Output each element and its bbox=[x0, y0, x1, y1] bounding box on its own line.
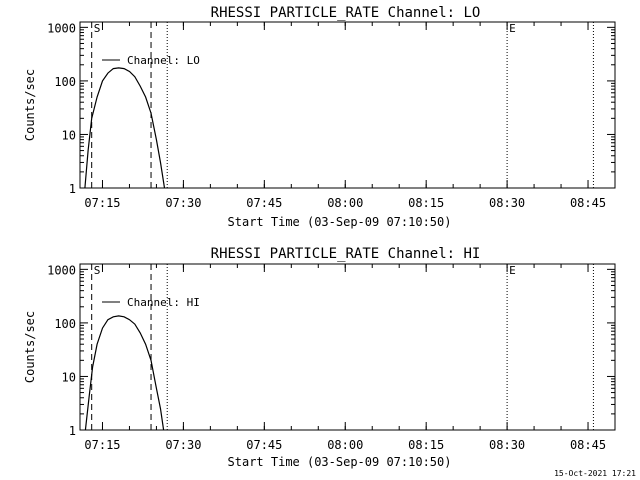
y-tick-label: 100 bbox=[54, 317, 76, 331]
y-tick-label: 10 bbox=[62, 370, 76, 384]
footer-timestamp: 15-Oct-2021 17:21 bbox=[554, 469, 636, 478]
x-tick-label: 08:15 bbox=[408, 196, 444, 210]
marker-s: S bbox=[94, 264, 101, 277]
y-tick-label: 100 bbox=[54, 75, 76, 89]
y-axis-label: Counts/sec bbox=[23, 311, 37, 383]
x-tick-label: 07:45 bbox=[246, 438, 282, 452]
plot-frame bbox=[79, 263, 616, 431]
series-line bbox=[84, 315, 165, 431]
x-tick-label: 08:00 bbox=[327, 438, 363, 452]
x-axis-label: Start Time (03-Sep-09 07:10:50) bbox=[228, 215, 452, 229]
marker-e: E bbox=[509, 22, 516, 35]
marker-s: S bbox=[94, 22, 101, 35]
chart-panel: RHESSI PARTICLE_RATE Channel: LO 1 10 100 10… bbox=[23, 5, 616, 229]
chart-title: RHESSI PARTICLE_RATE Channel: HI bbox=[211, 246, 481, 262]
x-tick-label: 08:30 bbox=[489, 196, 525, 210]
chart-title: RHESSI PARTICLE_RATE Channel: LO bbox=[211, 5, 481, 21]
y-tick-label: 1000 bbox=[47, 263, 76, 277]
y-tick-label: 10 bbox=[62, 128, 76, 142]
x-tick-label: 08:45 bbox=[570, 196, 606, 210]
marker-e: E bbox=[509, 264, 516, 277]
x-tick-label: 08:45 bbox=[570, 438, 606, 452]
plot-frame bbox=[79, 21, 616, 189]
y-tick-label: 1000 bbox=[47, 21, 76, 35]
chart-panel: RHESSI PARTICLE_RATE Channel: HI 1 10 100 10… bbox=[23, 246, 616, 469]
legend-label: Channel: LO bbox=[127, 54, 200, 67]
x-tick-label: 08:15 bbox=[408, 438, 444, 452]
x-tick-label: 07:30 bbox=[165, 438, 201, 452]
x-tick-label: 07:45 bbox=[246, 196, 282, 210]
y-axis-label: Counts/sec bbox=[23, 69, 37, 141]
x-tick-label: 08:00 bbox=[327, 196, 363, 210]
x-tick-label: 07:15 bbox=[84, 196, 120, 210]
y-tick-label: 1 bbox=[69, 182, 76, 196]
x-tick-label: 07:15 bbox=[84, 438, 120, 452]
x-tick-label: 07:30 bbox=[165, 196, 201, 210]
x-tick-label: 08:30 bbox=[489, 438, 525, 452]
y-tick-label: 1 bbox=[69, 424, 76, 438]
series-line bbox=[84, 67, 166, 189]
legend-label: Channel: HI bbox=[127, 296, 200, 309]
x-axis-label: Start Time (03-Sep-09 07:10:50) bbox=[228, 455, 452, 469]
